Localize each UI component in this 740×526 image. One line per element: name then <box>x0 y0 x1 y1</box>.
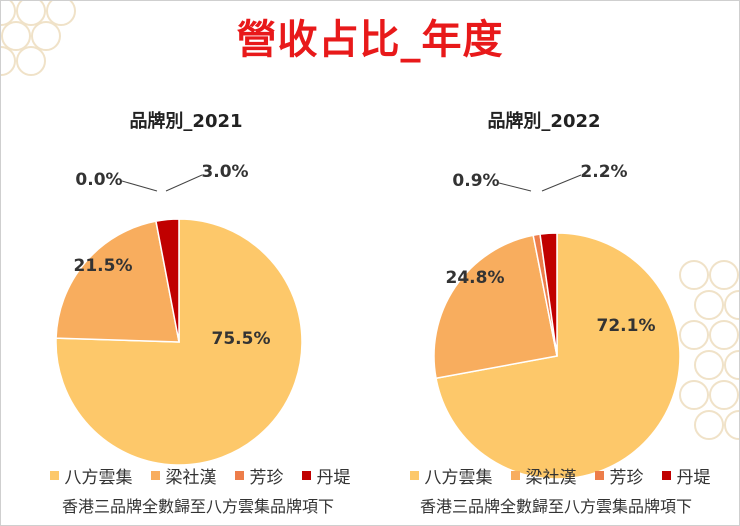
legend-swatch <box>49 471 59 480</box>
legend-swatch <box>594 471 604 480</box>
data-label-0: 75.5% <box>212 329 271 349</box>
legend-swatch <box>234 471 244 480</box>
pie-chart-2021: 品牌別_2021 75.5% 21.5% 0.0% 3.0% 八方雲集 梁社漢 芳珍 … <box>1 101 371 521</box>
pie-chart-2022: 品牌別_2022 72.1% 24.8% 0.9% 2.2% 八方雲集 梁社漢 芳珍 … <box>371 101 739 521</box>
legend-swatch <box>301 471 311 480</box>
legend-swatch <box>510 471 520 480</box>
pie-slice-3 <box>155 218 180 343</box>
pie-svg-2022: 72.1% 24.8% 0.9% 2.2% <box>433 162 681 480</box>
legend-label: 八方雲集 <box>64 468 133 488</box>
legend-item-liangshehan: 梁社漢 <box>150 463 217 488</box>
legend-item-fangzhen: 芳珍 <box>234 463 284 488</box>
leader-line-3 <box>541 174 582 192</box>
pie-slice-3 <box>539 232 558 357</box>
legend-item-fangzhen: 芳珍 <box>594 463 644 488</box>
data-label-1: 21.5% <box>74 256 133 276</box>
pie-slice-1 <box>55 220 180 343</box>
legend-swatch <box>661 471 671 480</box>
legend-item-dante: 丹堤 <box>661 463 711 488</box>
legend-swatch <box>409 471 419 480</box>
data-label-3: 2.2% <box>580 162 627 182</box>
data-label-1: 24.8% <box>446 268 505 288</box>
legend-label: 八方雲集 <box>424 468 493 488</box>
legend-swatch <box>150 471 160 480</box>
legend-item-dante: 丹堤 <box>301 463 351 488</box>
chart-title: 品牌別_2021 <box>129 111 243 132</box>
legend-item-liangshehan: 梁社漢 <box>510 463 577 488</box>
data-label-2: 0.9% <box>452 171 499 191</box>
legend-label: 梁社漢 <box>525 468 577 488</box>
chart-legend: 八方雲集 梁社漢 芳珍 丹堤 <box>15 463 385 488</box>
legend-label: 梁社漢 <box>165 468 217 488</box>
leader-line-2 <box>121 180 158 192</box>
legend-item-bafang: 八方雲集 <box>49 463 133 488</box>
leader-line-3 <box>165 174 203 192</box>
pie-slice-1 <box>433 234 558 380</box>
pie-svg-2021: 75.5% 21.5% 0.0% 3.0% <box>55 162 303 466</box>
data-label-3: 3.0% <box>201 162 248 182</box>
legend-label: 芳珍 <box>609 468 644 488</box>
page-title: 營收占比_年度 <box>236 17 504 63</box>
legend-label: 丹堤 <box>676 468 711 488</box>
legend-item-bafang: 八方雲集 <box>409 463 493 488</box>
chart-legend: 八方雲集 梁社漢 芳珍 丹堤 <box>375 463 739 488</box>
leader-line-2 <box>498 182 532 192</box>
legend-label: 芳珍 <box>249 468 284 488</box>
chart-footnote: 香港三品牌全數歸至八方雲集品牌項下 <box>419 497 692 516</box>
data-label-0: 72.1% <box>597 316 656 336</box>
chart-title: 品牌別_2022 <box>487 111 601 132</box>
data-label-2: 0.0% <box>75 170 122 190</box>
chart-footnote: 香港三品牌全數歸至八方雲集品牌項下 <box>61 497 334 516</box>
pie-slice-0 <box>435 232 681 480</box>
legend-label: 丹堤 <box>316 468 351 488</box>
